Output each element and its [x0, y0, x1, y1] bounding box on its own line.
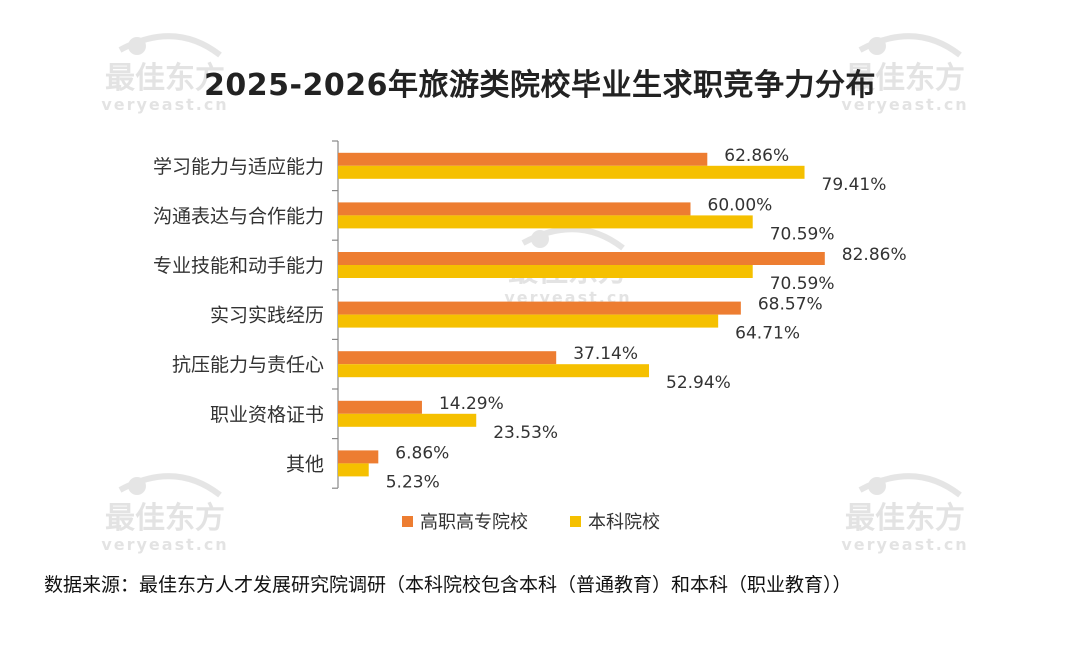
watermark-brand: 最佳东方	[845, 61, 965, 96]
watermark-site: veryeast.cn	[101, 535, 228, 554]
data-label: 5.23%	[386, 472, 440, 492]
bar-vocational	[338, 152, 708, 166]
category-label: 抗压能力与责任心	[172, 354, 324, 376]
category-label: 实习实践经历	[210, 305, 324, 327]
data-label: 79.41%	[822, 175, 887, 195]
data-label: 37.14%	[573, 344, 638, 364]
watermark-dot	[531, 230, 549, 248]
data-label: 82.86%	[842, 245, 907, 265]
bar-vocational	[338, 400, 422, 414]
legend-swatch	[402, 516, 413, 527]
data-label: 14.29%	[439, 394, 504, 414]
watermark-site: veryeast.cn	[841, 535, 968, 554]
category-label: 职业资格证书	[210, 404, 324, 426]
chart-title: 2025-2026年旅游类院校毕业生求职竞争力分布	[204, 68, 876, 103]
watermark-dot	[868, 477, 886, 495]
data-label: 23.53%	[493, 423, 558, 443]
plot-area: 学习能力与适应能力 62.86% 79.41% 沟通表达与合作能力 60.00% 70.5…	[153, 140, 907, 492]
watermark-swoosh	[858, 473, 962, 498]
bar-undergrad	[338, 413, 477, 427]
watermark-swoosh	[521, 226, 625, 251]
watermark-dot	[128, 477, 146, 495]
watermark-brand: 最佳东方	[105, 501, 225, 536]
data-label: 60.00%	[708, 195, 773, 215]
watermark-brand: 最佳东方	[105, 61, 225, 96]
data-label: 52.94%	[666, 373, 731, 393]
watermark-dot	[868, 37, 886, 55]
legend-label: 高职高专院校	[420, 512, 528, 533]
bar-undergrad	[338, 463, 369, 477]
watermark-swoosh	[858, 33, 962, 58]
bar-undergrad	[338, 314, 719, 328]
category-label: 学习能力与适应能力	[153, 156, 324, 178]
data-label: 70.59%	[770, 224, 835, 244]
watermark-swoosh	[118, 33, 222, 58]
legend-label: 本科院校	[588, 512, 660, 533]
bar-undergrad	[338, 364, 650, 378]
bar-undergrad	[338, 265, 753, 278]
watermark-group: 最佳东方veryeast.cn最佳东方veryeast.cn最佳东方veryea…	[101, 33, 968, 554]
bar-undergrad	[338, 165, 805, 179]
source-note: 数据来源：最佳东方人才发展研究院调研（本科院校包含本科（普通教育）和本科（职业教…	[44, 574, 852, 596]
bar-vocational	[338, 202, 691, 216]
data-label: 62.86%	[724, 146, 789, 166]
data-label: 6.86%	[395, 443, 449, 463]
watermark-swoosh	[118, 473, 222, 498]
watermark-dot	[128, 37, 146, 55]
bar-vocational	[338, 252, 825, 265]
bar-vocational	[338, 301, 741, 315]
data-label: 68.57%	[758, 295, 823, 315]
data-label: 64.71%	[735, 324, 800, 344]
category-label: 其他	[286, 453, 324, 475]
bar-vocational	[338, 450, 379, 464]
category-label: 专业技能和动手能力	[153, 255, 324, 277]
category-label: 沟通表达与合作能力	[153, 205, 324, 227]
watermark-site: veryeast.cn	[101, 95, 228, 114]
watermark-site: veryeast.cn	[841, 95, 968, 114]
bar-vocational	[338, 351, 557, 365]
legend: 高职高专院校 本科院校	[402, 512, 660, 533]
data-label: 70.59%	[770, 274, 835, 294]
watermark-brand: 最佳东方	[845, 501, 965, 536]
bar-undergrad	[338, 215, 753, 229]
legend-swatch	[570, 516, 581, 527]
